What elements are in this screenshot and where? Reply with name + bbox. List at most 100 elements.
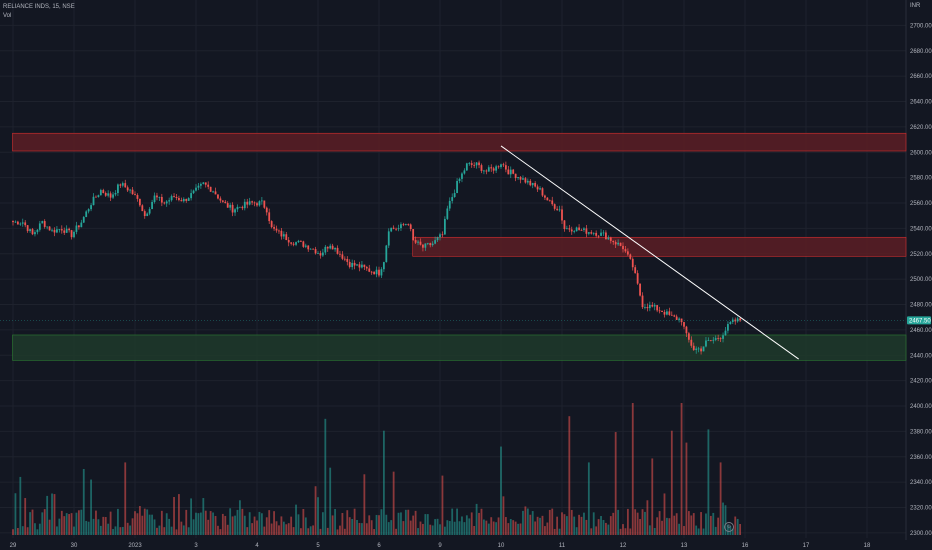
candle-body — [85, 211, 88, 217]
candle-body — [570, 229, 573, 232]
volume-bar — [485, 520, 488, 535]
volume-bar — [104, 517, 107, 535]
volume-bar — [439, 524, 441, 535]
x-tick-label: 5 — [316, 543, 320, 549]
settings-icon[interactable]: ⚙ — [724, 522, 734, 532]
volume-bar — [497, 517, 500, 535]
candle-body — [24, 222, 27, 226]
volume-bar — [507, 523, 510, 535]
volume-bar — [226, 524, 229, 535]
candle-body — [651, 305, 654, 307]
candle-body — [739, 318, 742, 321]
volume-bar — [48, 519, 51, 535]
volume-bar — [448, 521, 451, 535]
volume-bar — [580, 516, 583, 535]
candle-body — [644, 306, 646, 308]
candle-body — [336, 247, 339, 254]
candle-body — [224, 201, 227, 204]
volume-bar — [16, 528, 19, 535]
candle-body — [675, 316, 678, 320]
candle-body — [402, 224, 405, 226]
volume-bar — [597, 519, 600, 535]
volume-bar — [456, 508, 458, 535]
volume-bar — [182, 525, 185, 535]
volume-bar — [256, 520, 258, 535]
candle-body — [443, 218, 446, 235]
candle-body — [51, 229, 53, 231]
candle-body — [685, 326, 688, 334]
candle-body — [212, 191, 214, 193]
candle-body — [419, 241, 422, 245]
volume-bar — [468, 518, 471, 535]
volume-bar — [134, 511, 136, 535]
candle-body — [231, 204, 234, 213]
candle-body — [341, 254, 344, 259]
volume-bar — [309, 526, 312, 535]
candle-body — [612, 240, 615, 243]
volume-bar — [575, 527, 578, 535]
candle-body — [565, 228, 568, 230]
x-tick-label: 30 — [71, 543, 78, 549]
candle-body — [246, 201, 249, 205]
candle-body — [414, 240, 417, 243]
volume-bar — [212, 512, 214, 535]
symbol-label[interactable]: RELIANCE INDS, 15, NSE — [3, 4, 75, 10]
candle-body — [324, 246, 327, 253]
volume-bar — [641, 509, 644, 535]
volume-bar — [463, 522, 466, 535]
candle-body — [31, 229, 34, 235]
candle-body — [670, 314, 673, 316]
last-price-badge — [907, 316, 931, 325]
candle-body — [112, 194, 114, 198]
candle-body — [614, 242, 617, 245]
candle-body — [241, 206, 244, 209]
candle-body — [500, 164, 502, 168]
volume-bar — [458, 521, 461, 535]
volume-bar — [175, 529, 178, 535]
candle-body — [187, 198, 190, 201]
volume-bar — [339, 525, 341, 535]
candle-body — [409, 224, 412, 230]
volume-bar — [373, 529, 376, 535]
volume-bar — [165, 513, 168, 535]
candle-body — [285, 234, 288, 241]
volume-bar — [695, 525, 698, 535]
candle-body — [658, 310, 661, 312]
candle-body — [426, 243, 429, 244]
y-tick-label: 2600.00 — [910, 150, 932, 156]
volume-bar — [153, 519, 156, 535]
volume-bar — [692, 513, 695, 535]
candle-body — [439, 234, 441, 238]
candle-body — [485, 170, 488, 172]
volume-bar — [99, 525, 102, 535]
volume-bar — [151, 514, 153, 535]
volume-bar — [602, 519, 605, 535]
candle-body — [343, 258, 346, 260]
candle-body — [260, 200, 263, 202]
candle-body — [495, 166, 498, 171]
volume-label[interactable]: Vol — [3, 13, 12, 19]
candle-body — [14, 221, 17, 223]
candle-body — [41, 221, 44, 224]
volume-bar — [724, 505, 727, 535]
candle-body — [12, 220, 14, 223]
volume-bar — [651, 458, 654, 535]
volume-bar — [51, 493, 53, 535]
volume-bar — [712, 512, 715, 535]
candle-body — [636, 273, 639, 284]
volume-bar — [578, 514, 580, 535]
volume-bar — [568, 416, 571, 535]
volume-bar — [73, 526, 75, 535]
candle-body — [348, 261, 351, 268]
volume-bar — [614, 432, 617, 535]
candle-body — [302, 241, 305, 247]
candle-body — [163, 202, 166, 204]
volume-bar — [87, 521, 90, 535]
volume-bar — [348, 517, 351, 535]
candle-body — [585, 228, 588, 234]
candle-body — [34, 232, 36, 235]
candle-body — [202, 182, 205, 184]
volume-bar — [551, 508, 554, 535]
